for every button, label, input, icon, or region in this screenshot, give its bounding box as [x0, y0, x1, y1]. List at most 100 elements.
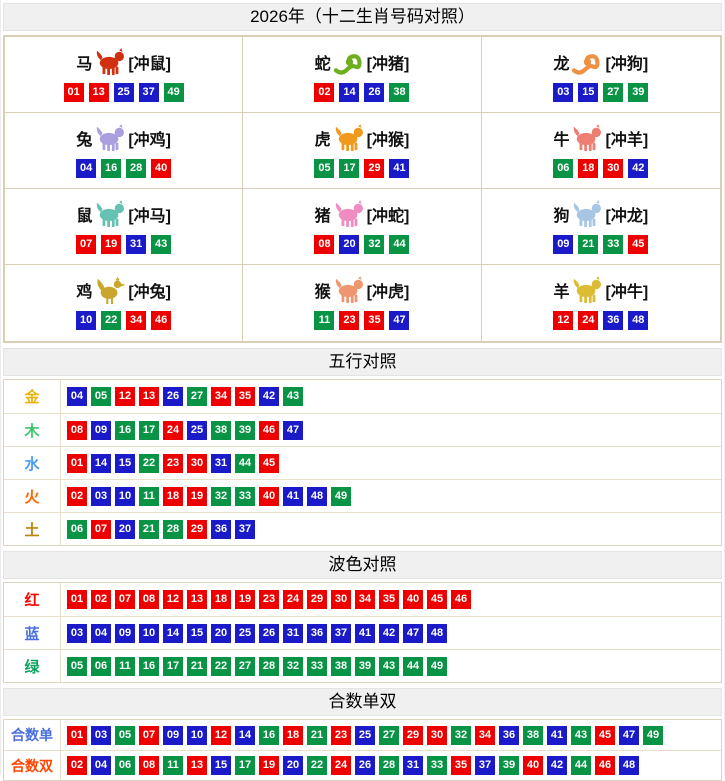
number-tile: 15	[187, 623, 207, 643]
monkey-icon	[333, 276, 365, 304]
number-tile: 42	[547, 756, 567, 775]
zodiac-cell-snake: 蛇 [冲猪] 02 14 26 38	[243, 37, 482, 113]
number-tile: 20	[115, 519, 135, 539]
number-tile: 43	[283, 387, 303, 406]
page-title: 2026年（十二生肖号码对照）	[250, 7, 475, 26]
number-tile: 38	[523, 725, 543, 745]
row-label: 绿	[4, 650, 61, 682]
number-tile: 37	[138, 82, 159, 102]
zodiac-clash: [冲虎]	[366, 284, 410, 301]
section-row: 木 08 09 16 17 24 25 38 39 46 47	[4, 413, 721, 446]
number-tile: 42	[259, 387, 279, 406]
number-tile: 30	[187, 453, 207, 473]
zodiac-clash: [冲牛]	[605, 284, 649, 301]
row-label: 红	[4, 583, 61, 616]
number-tile: 10	[139, 623, 159, 643]
number-tile: 26	[355, 756, 375, 775]
number-tile: 32	[451, 725, 471, 745]
zodiac-name: 猪	[314, 207, 331, 225]
number-tile: 41	[283, 486, 303, 506]
rabbit-icon	[94, 123, 126, 152]
number-tile: 22	[139, 453, 159, 473]
number-tile: 26	[364, 82, 385, 102]
number-tile: 14	[339, 82, 360, 102]
number-tile: 41	[355, 623, 375, 643]
number-tile: 27	[379, 725, 399, 745]
number-tile: 34	[475, 725, 495, 745]
zodiac-numbers: 07 19 31 43	[76, 234, 172, 254]
number-tile: 37	[235, 519, 255, 539]
number-tile: 35	[379, 590, 399, 609]
number-tile: 08	[139, 756, 159, 775]
number-tile: 28	[259, 656, 279, 676]
number-tile: 13	[187, 590, 207, 609]
number-tile: 06	[91, 656, 111, 676]
number-tile: 27	[235, 656, 255, 676]
number-tile: 24	[163, 420, 183, 440]
zodiac-cell-goat: 羊 [冲牛] 12 24 36 48	[481, 265, 720, 341]
zodiac-clash: [冲猪]	[366, 55, 410, 73]
dog-icon	[571, 199, 603, 228]
number-tile: 10	[187, 725, 207, 745]
number-tile: 36	[603, 311, 624, 330]
number-tile: 05	[314, 158, 335, 178]
zodiac-cell-monkey: 猴 [冲虎] 11 23 35 47	[243, 265, 482, 341]
number-tile: 18	[163, 486, 183, 506]
number-tile: 47	[283, 420, 303, 440]
number-tile: 46	[259, 420, 279, 440]
zodiac-name-row: 猪 [冲蛇]	[314, 199, 409, 228]
number-tile: 43	[379, 656, 399, 676]
number-tile: 02	[67, 756, 87, 775]
number-tile: 39	[355, 656, 375, 676]
number-tile: 25	[235, 623, 255, 643]
number-tile: 11	[314, 311, 335, 330]
number-tile: 13	[187, 756, 207, 775]
number-tile: 34	[355, 590, 375, 609]
number-tile: 22	[211, 656, 231, 676]
number-tile: 09	[163, 725, 183, 745]
number-tile: 33	[427, 756, 447, 775]
zodiac-grid: 马 [冲鼠] 01 13 25 37 49 蛇 [冲猪] 02 14 26 38 龙 [冲狗] 03 15 27 3…	[3, 35, 722, 343]
number-tile: 35	[364, 311, 385, 330]
number-tile: 21	[578, 234, 599, 254]
number-tile: 43	[571, 725, 591, 745]
snake-icon	[333, 48, 365, 76]
number-tile: 11	[163, 756, 183, 775]
zodiac-name: 羊	[553, 284, 570, 301]
number-tile: 25	[355, 725, 375, 745]
section-row: 土 06 07 20 21 28 29 36 37	[4, 512, 721, 545]
number-tile: 45	[427, 590, 447, 609]
number-tile: 09	[553, 234, 574, 254]
number-tile: 38	[211, 420, 231, 440]
number-tile: 07	[91, 519, 111, 539]
number-tile: 19	[101, 234, 122, 254]
number-tile: 40	[151, 158, 172, 178]
number-tile: 48	[427, 623, 447, 643]
zodiac-cell-ox: 牛 [冲羊] 06 18 30 42	[481, 113, 720, 189]
number-tile: 22	[307, 756, 327, 775]
row-numbers: 05 06 11 16 17 21 22 27 28 32 33 38 39 43 44 49	[61, 650, 721, 682]
number-tile: 05	[91, 387, 111, 406]
number-tile: 10	[115, 486, 135, 506]
zodiac-name: 蛇	[314, 55, 331, 73]
number-tile: 49	[427, 656, 447, 676]
number-tile: 33	[603, 234, 624, 254]
section-table-wuxing: 金 04 05 12 13 26 27 34 35 42 43 木 08 09 16 17 24 25 38 39 46…	[3, 379, 722, 546]
number-tile: 46	[451, 590, 471, 609]
number-tile: 20	[283, 756, 303, 775]
number-tile: 48	[628, 311, 649, 330]
zodiac-clash: [冲龙]	[605, 207, 649, 225]
pig-icon	[333, 199, 365, 228]
number-tile: 18	[283, 725, 303, 745]
section-row: 蓝 03 04 09 10 14 15 20 25 26 31 36 37 41 42 47 48	[4, 616, 721, 649]
number-tile: 09	[91, 420, 111, 440]
zodiac-cell-dragon: 龙 [冲狗] 03 15 27 39	[481, 37, 720, 113]
zodiac-numbers: 03 15 27 39	[553, 82, 649, 102]
tiger-icon	[333, 123, 365, 152]
number-tile: 06	[115, 756, 135, 775]
horse-icon	[94, 47, 126, 76]
number-tile: 03	[67, 623, 87, 643]
zodiac-name-row: 牛 [冲羊]	[553, 123, 648, 152]
number-tile: 29	[403, 725, 423, 745]
sections: 五行对照金 04 05 12 13 26 27 34 35 42 43 木 08 09 16 17 24 25 38…	[3, 348, 722, 781]
